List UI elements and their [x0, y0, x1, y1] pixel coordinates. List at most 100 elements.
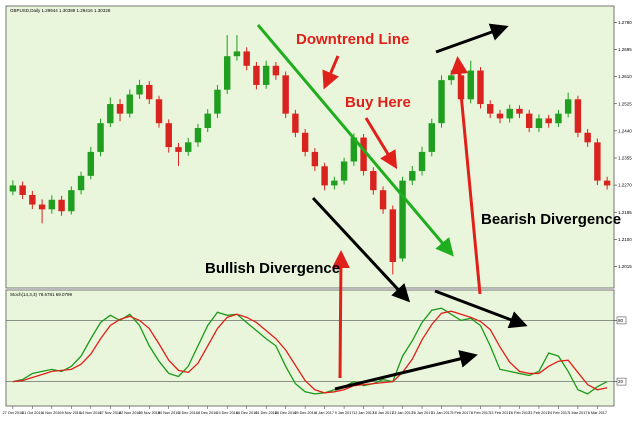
- candle-body: [389, 209, 397, 262]
- x-tick-label: 26 Dec 2016: [275, 411, 297, 415]
- y-tick-label: 1.2185: [618, 210, 632, 215]
- candle-body: [535, 118, 543, 128]
- candle-body: [175, 147, 182, 152]
- x-tick-label: 1 Mar 2017: [568, 411, 587, 415]
- arrow: [364, 117, 398, 170]
- candle-body: [194, 127, 202, 143]
- stoch-line: [12, 307, 608, 395]
- y-tick-label: 1.2440: [618, 128, 632, 133]
- y-tick-label: 1.2355: [618, 156, 632, 161]
- level-box: [616, 377, 627, 386]
- x-tick-label: 25 Nov 2016: [138, 411, 160, 415]
- candle-body: [399, 180, 406, 259]
- level-box: [616, 316, 627, 325]
- annotation: Downtrend Line: [296, 31, 409, 48]
- y-tick-label: 1.2100: [618, 237, 632, 242]
- candle-body: [487, 104, 494, 114]
- candle-body: [438, 80, 445, 124]
- arrow: [434, 289, 528, 329]
- x-tick-label: 16 Feb 2017: [509, 411, 530, 415]
- y-tick-label: 1.2695: [618, 47, 632, 52]
- candle-body: [603, 180, 611, 186]
- arrow: [331, 250, 350, 379]
- candle-body: [155, 99, 163, 124]
- x-tick-label: 13 Feb 2017: [489, 411, 510, 415]
- candle-body: [233, 51, 241, 57]
- candle-body: [506, 108, 513, 119]
- candle-body: [214, 89, 221, 114]
- x-tick-label: 23 Jan 2017: [392, 411, 413, 415]
- candle-body: [525, 113, 533, 128]
- x-tick-label: 4 Nov 2016: [42, 411, 61, 415]
- arrow: [322, 55, 340, 90]
- x-tick-label: 21 Feb 2017: [528, 411, 549, 415]
- x-tick-label: 12 Jan 2017: [353, 411, 374, 415]
- stoch-header: Stoch(14,3,3) 78.6781 69.0799: [10, 292, 73, 297]
- y-tick-label: 1.2270: [618, 183, 632, 188]
- candle-body: [204, 113, 211, 128]
- price-pane: [5, 5, 615, 289]
- candle-body: [282, 75, 289, 114]
- x-tick-label: 16 Dec 2016: [236, 411, 258, 415]
- arrow: [334, 350, 478, 391]
- candle-body: [584, 132, 591, 143]
- candle-body: [360, 137, 367, 172]
- candle-body: [555, 113, 562, 124]
- annotation: Bearish Divergence: [481, 211, 621, 228]
- candle-body: [107, 104, 114, 124]
- candle-body: [116, 104, 124, 114]
- x-tick-label: 14 Nov 2016: [80, 411, 102, 415]
- candle-body: [253, 65, 260, 85]
- candle-body: [545, 118, 552, 124]
- y-tick-label: 1.2015: [618, 264, 632, 269]
- candle-body: [185, 142, 192, 152]
- candle-body: [136, 84, 143, 95]
- candle-body: [9, 185, 17, 192]
- candle-body: [262, 65, 270, 85]
- candle-body: [29, 194, 36, 205]
- candle-body: [243, 51, 250, 66]
- candle-body: [350, 137, 358, 162]
- candle-body: [477, 70, 484, 105]
- candle-body: [379, 190, 387, 210]
- x-tick-label: 9 Nov 2016: [62, 411, 81, 415]
- y-tick-label: 1.2780: [618, 20, 632, 25]
- x-tick-label: 31 Oct 2016: [22, 411, 43, 415]
- candle-body: [146, 84, 153, 100]
- arrow: [450, 56, 482, 295]
- candle-body: [292, 113, 299, 133]
- candle-body: [496, 113, 504, 119]
- candle-body: [77, 175, 85, 191]
- candle-body: [58, 199, 65, 212]
- candle-body: [574, 99, 582, 133]
- x-tick-label: 13 Dec 2016: [216, 411, 238, 415]
- x-tick-label: 30 Nov 2016: [158, 411, 180, 415]
- x-tick-label: 17 Nov 2016: [100, 411, 122, 415]
- x-tick-label: 26 Jan 2017: [412, 411, 433, 415]
- candle-body: [301, 132, 309, 152]
- x-tick-label: 8 Dec 2016: [198, 411, 217, 415]
- candle-body: [68, 190, 75, 212]
- x-tick-label: 4 Jan 2017: [315, 411, 334, 415]
- y-tick-label: 20: [618, 379, 624, 384]
- candle-body: [165, 123, 172, 148]
- candle-body: [87, 151, 95, 176]
- stoch-pane: [5, 289, 615, 407]
- marks: 1.2780 1.2695 1.2610 1.2525 1.2440 1.2355 1.22…: [3, 20, 633, 415]
- candle-body: [418, 151, 426, 172]
- candle-body: [97, 123, 104, 152]
- candle-body: [428, 123, 435, 152]
- x-tick-label: 9 Jan 2017: [335, 411, 354, 415]
- candle-body: [564, 99, 572, 114]
- x-tick-label: 31 Jan 2017: [431, 411, 452, 415]
- price-header: GBPUSD,Daily 1.29944 1.30389 1.29416 1.3…: [10, 8, 111, 13]
- annotation: Buy Here: [345, 94, 411, 111]
- candle-body: [594, 142, 601, 181]
- y-tick-label: 1.2525: [618, 101, 632, 106]
- x-tick-label: 8 Feb 2017: [471, 411, 490, 415]
- x-tick-label: 3 Feb 2017: [451, 411, 470, 415]
- candle-body: [48, 199, 56, 210]
- arrow: [311, 196, 411, 303]
- candle-body: [272, 65, 280, 76]
